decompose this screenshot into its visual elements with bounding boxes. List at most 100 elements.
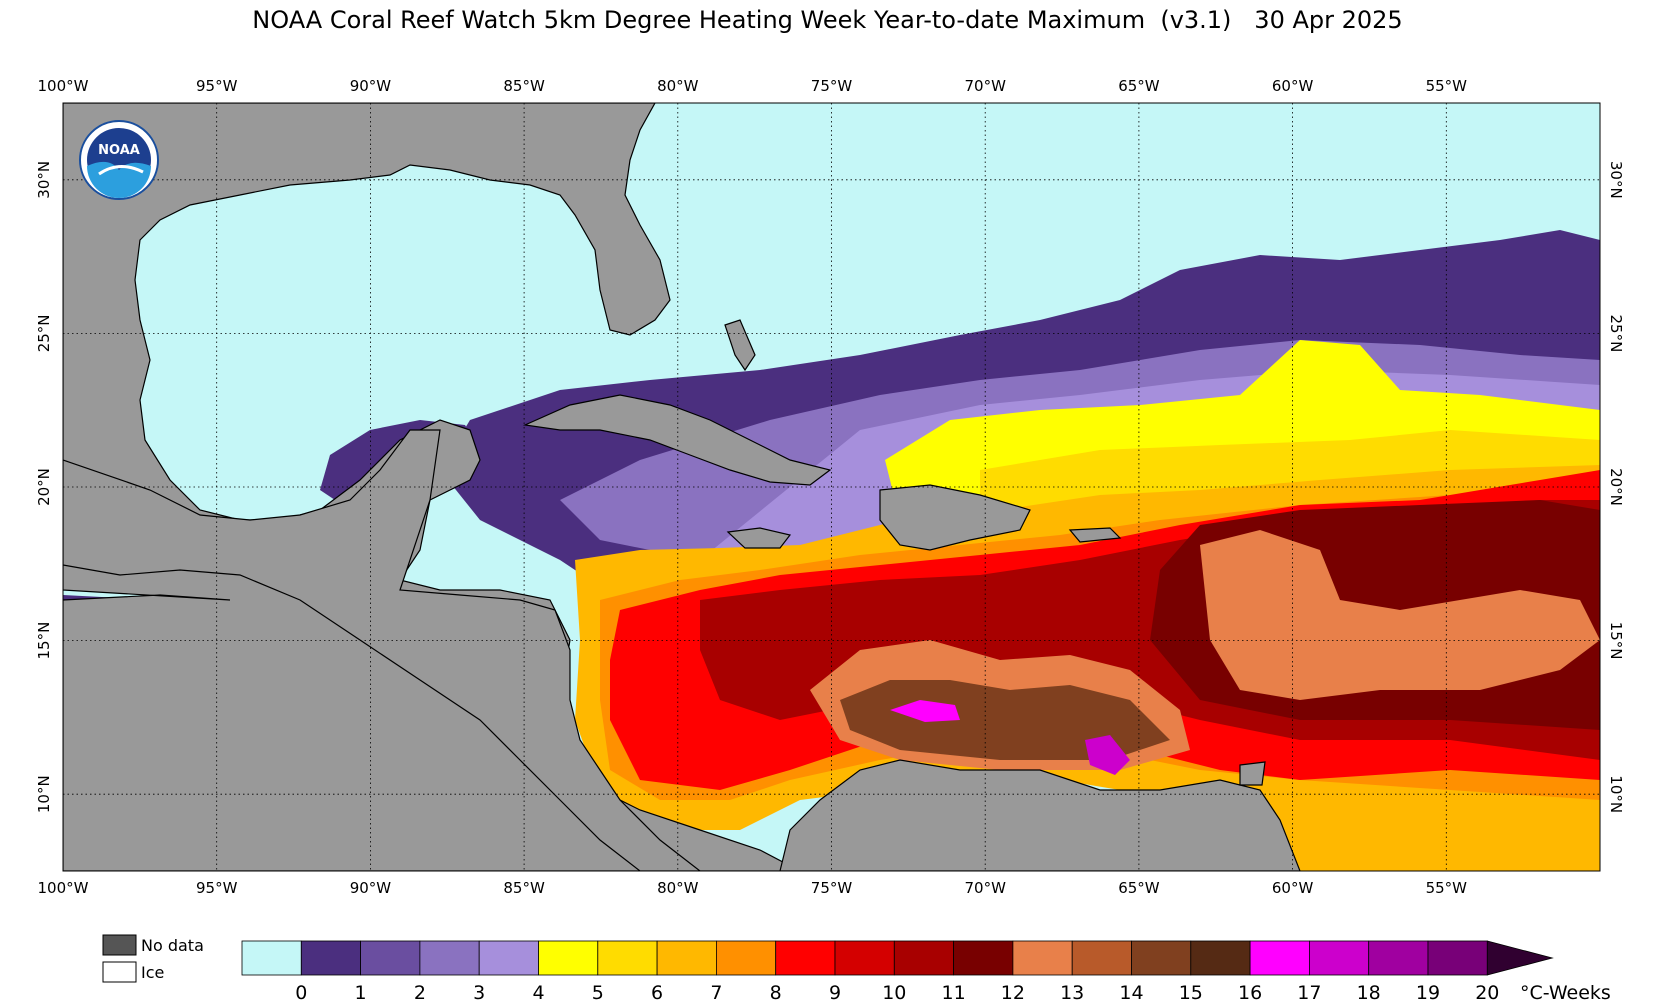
lon-tick-label: 65°W [1118, 77, 1160, 95]
heat-zone-magenta-2 [1085, 735, 1130, 775]
colorbar-swatch [656, 940, 717, 976]
colorbar-tick-label: 18 [1357, 982, 1381, 1004]
lat-tick-label: 15°N [1607, 622, 1625, 660]
colorbar-tick-label: 15 [1179, 982, 1203, 1004]
lon-tick-label: 70°W [964, 879, 1006, 897]
colorbar-swatch [893, 940, 954, 976]
logo-text: NOAA [98, 143, 140, 158]
lon-tick-label: 75°W [811, 77, 853, 95]
colorbar-swatch [1249, 940, 1310, 976]
lon-tick-label: 90°W [350, 77, 392, 95]
noaa-logo: NOAA [79, 120, 159, 200]
colorbar-unit: °C-Weeks [1520, 982, 1611, 1004]
land-cuba [522, 394, 832, 486]
colorbar-swatch [1427, 940, 1488, 976]
colorbar-tick-label: 1 [355, 982, 367, 1004]
lat-tick-label: 20°N [35, 468, 53, 506]
lon-tick-label: 60°W [1272, 879, 1314, 897]
colorbar-tick-label: 12 [1001, 982, 1025, 1004]
lon-tick-label: 100°W [38, 879, 89, 897]
no-data-label: No data [141, 936, 204, 955]
lon-tick-label: 80°W [657, 879, 699, 897]
colorbar-tick-label: 14 [1119, 982, 1143, 1004]
lat-tick-label: 20°N [1607, 468, 1625, 506]
lat-labels-right: 30°N 25°N 20°N 15°N 10°N [1607, 161, 1625, 813]
lat-labels-left: 30°N 25°N 20°N 15°N 10°N [35, 161, 53, 813]
land-jamaica [726, 527, 792, 549]
colorbar-swatch [1131, 940, 1192, 976]
heat-zone-salmon [1200, 530, 1600, 700]
legend-box: No data Ice [102, 934, 204, 983]
map-frame [62, 102, 1601, 872]
colorbar-swatch [1190, 940, 1251, 976]
lon-tick-label: 70°W [964, 77, 1006, 95]
colorbar-swatch [1071, 940, 1132, 976]
colorbar-tick-label: 6 [651, 982, 663, 1004]
colorbar-tick-label: 2 [414, 982, 426, 1004]
colorbar-tick-label: 17 [1297, 982, 1321, 1004]
colorbar-swatch [300, 940, 361, 976]
lon-tick-label: 85°W [503, 77, 545, 95]
colorbar-tick-label: 5 [592, 982, 604, 1004]
land-trinidad [1239, 761, 1266, 786]
colorbar-swatch [419, 940, 480, 976]
ice-swatch [102, 961, 137, 983]
colorbar-tick-label: 9 [829, 982, 841, 1004]
lat-tick-label: 25°N [1607, 314, 1625, 352]
colorbar-swatch [360, 940, 421, 976]
colorbar-swatch [597, 940, 658, 976]
colorbar [241, 940, 1554, 976]
colorbar-swatch [716, 940, 777, 976]
colorbar-swatch [834, 940, 895, 976]
lon-tick-label: 95°W [196, 77, 238, 95]
lon-tick-label: 65°W [1118, 879, 1160, 897]
colorbar-tick-label: 19 [1416, 982, 1440, 1004]
colorbar-tick-label: 16 [1238, 982, 1262, 1004]
colorbar-tick-label: 13 [1060, 982, 1084, 1004]
lat-tick-label: 10°N [1607, 775, 1625, 813]
colorbar-tick-label: 11 [942, 982, 966, 1004]
lon-labels-bottom: 100°W 95°W 90°W 85°W 80°W 75°W 70°W 65°W 60°W 55°… [38, 879, 1468, 897]
colorbar-tick-label: 20 [1475, 982, 1499, 1004]
lat-tick-label: 30°N [1607, 161, 1625, 199]
lon-labels-top: 100°W 95°W 90°W 85°W 80°W 75°W 70°W 65°W 60°W 55°… [38, 77, 1468, 95]
land-puerto-rico [1068, 527, 1122, 543]
lat-tick-label: 10°N [35, 775, 53, 813]
land-masses [63, 103, 1301, 871]
colorbar-tick-label: 3 [473, 982, 485, 1004]
colorbar-swatch [1368, 940, 1429, 976]
lon-tick-label: 55°W [1426, 77, 1468, 95]
colorbar-tick-labels: 0 1 2 3 4 5 6 7 8 9 10 11 12 13 14 15 16 17 18 19 20 [295, 982, 1499, 1004]
lon-tick-label: 100°W [38, 77, 89, 95]
land-central-america [63, 429, 701, 871]
ice-label: Ice [141, 963, 164, 982]
lon-tick-label: 60°W [1272, 77, 1314, 95]
colorbar-tick-label: 0 [295, 982, 307, 1004]
graticule [63, 103, 1600, 871]
colorbar-swatch [538, 940, 599, 976]
colorbar-tick-label: 8 [770, 982, 782, 1004]
lon-tick-label: 95°W [196, 879, 238, 897]
colorbar-swatch [775, 940, 836, 976]
land-south-america [779, 759, 1301, 871]
heat-zone-magenta [890, 700, 960, 722]
colorbar-swatch [953, 940, 1014, 976]
colorbar-tick-label: 7 [710, 982, 722, 1004]
colorbar-tick-label: 4 [532, 982, 544, 1004]
lon-tick-label: 80°W [657, 77, 699, 95]
colorbar-extend-arrow [1486, 940, 1554, 976]
map-title: NOAA Coral Reef Watch 5km Degree Heating… [252, 6, 1403, 34]
lon-tick-label: 75°W [811, 879, 853, 897]
colorbar-swatch [478, 940, 539, 976]
no-data-swatch [102, 934, 137, 956]
lon-tick-label: 85°W [503, 879, 545, 897]
colorbar-swatch [1309, 940, 1370, 976]
colorbar-swatch [1012, 940, 1073, 976]
colorbar-swatch [241, 940, 302, 976]
land-hispaniola [879, 484, 1031, 551]
colorbar-tick-label: 10 [882, 982, 906, 1004]
lat-tick-label: 15°N [35, 622, 53, 660]
lon-tick-label: 90°W [350, 879, 392, 897]
lat-tick-label: 30°N [35, 161, 53, 199]
